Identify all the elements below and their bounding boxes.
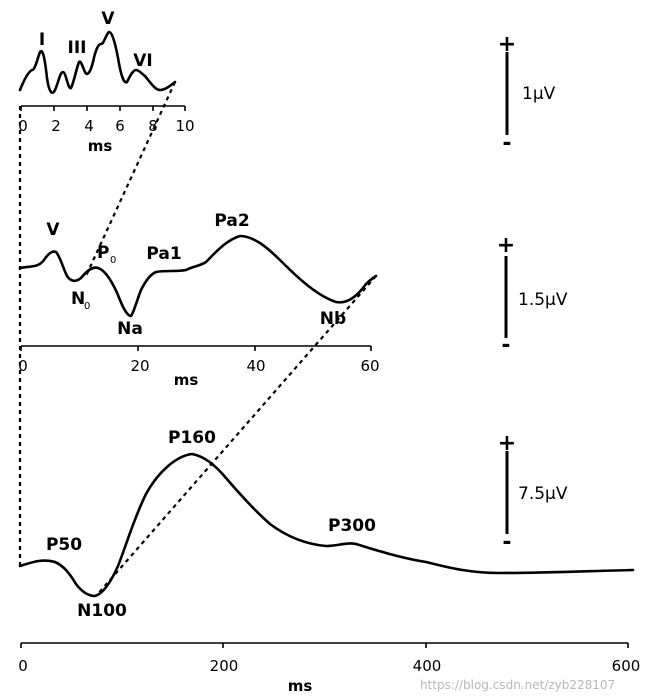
llr-panel: 0 200 400 600 ms P50 N100 P160 P300 xyxy=(18,428,640,695)
scale-plus-sign: + xyxy=(497,233,515,258)
scale-plus-sign: + xyxy=(498,431,516,456)
abr-x-label: ms xyxy=(88,137,113,155)
abr-tick-label: 0 xyxy=(18,117,28,135)
llr-tick-label: 0 xyxy=(18,657,28,675)
abr-peak-label: V xyxy=(101,9,115,29)
scale-bar-llr: + - 7.5µV xyxy=(498,431,568,555)
llr-tick-label: 200 xyxy=(210,657,239,675)
llr-peak-label: P160 xyxy=(168,428,216,448)
zoom-connectors xyxy=(18,81,377,597)
scale-bar-abr: + - 1µV xyxy=(498,32,556,156)
scale-minus-sign: - xyxy=(502,530,511,555)
scale-minus-sign: - xyxy=(501,333,510,358)
scale-value: 1µV xyxy=(522,84,556,104)
abr-tick-label: 6 xyxy=(115,117,125,135)
llr-waveform xyxy=(18,452,635,598)
scale-plus-sign: + xyxy=(498,32,516,57)
mlr-peak-label: P xyxy=(97,243,109,263)
abr-waveform xyxy=(18,30,177,94)
mlr-peak-subscript: 0 xyxy=(110,255,116,266)
scale-value: 1.5µV xyxy=(518,290,568,310)
llr-tick-label: 600 xyxy=(612,657,641,675)
llr-tick-label: 400 xyxy=(413,657,442,675)
mlr-waveform xyxy=(18,234,378,318)
llr-peak-label: P50 xyxy=(46,535,82,555)
scale-bar-mlr: + - 1.5µV xyxy=(497,233,568,358)
abr-panel: 0 2 4 6 8 10 ms I III V VI xyxy=(18,9,194,155)
llr-peak-label: P300 xyxy=(328,516,376,536)
mlr-tick-label: 20 xyxy=(130,357,149,375)
llr-x-label: ms xyxy=(288,677,313,695)
abr-peak-label: I xyxy=(39,30,45,50)
mlr-peak-label: N xyxy=(71,289,85,309)
mlr-tick-label: 60 xyxy=(360,357,379,375)
abr-peak-label: III xyxy=(68,38,87,58)
abr-tick-label: 8 xyxy=(148,117,158,135)
abr-tick-label: 10 xyxy=(175,117,194,135)
mlr-panel: 0 20 40 60 ms V P 0 N 0 Na Pa1 Pa2 Nb xyxy=(18,211,379,389)
mlr-peak-label: Pa1 xyxy=(146,244,181,264)
scale-minus-sign: - xyxy=(502,131,511,156)
llr-peak-label: N100 xyxy=(77,601,127,621)
mlr-peak-label: Nb xyxy=(320,309,346,329)
abr-peak-label: VI xyxy=(133,51,152,71)
abr-tick-label: 2 xyxy=(51,117,61,135)
mlr-tick-label: 40 xyxy=(246,357,265,375)
watermark: https://blog.csdn.net/zyb228107 xyxy=(420,678,615,692)
mlr-tick-label: 0 xyxy=(18,357,28,375)
zoom-connector-mlr xyxy=(95,275,377,597)
mlr-x-label: ms xyxy=(174,371,199,389)
mlr-peak-subscript: 0 xyxy=(84,301,90,312)
abr-tick-label: 4 xyxy=(84,117,94,135)
zoom-connector-abr xyxy=(85,81,176,277)
mlr-peak-label: V xyxy=(46,220,60,240)
mlr-peak-label: Pa2 xyxy=(214,211,249,231)
scale-value: 7.5µV xyxy=(518,484,568,504)
mlr-peak-label: Na xyxy=(117,319,143,339)
